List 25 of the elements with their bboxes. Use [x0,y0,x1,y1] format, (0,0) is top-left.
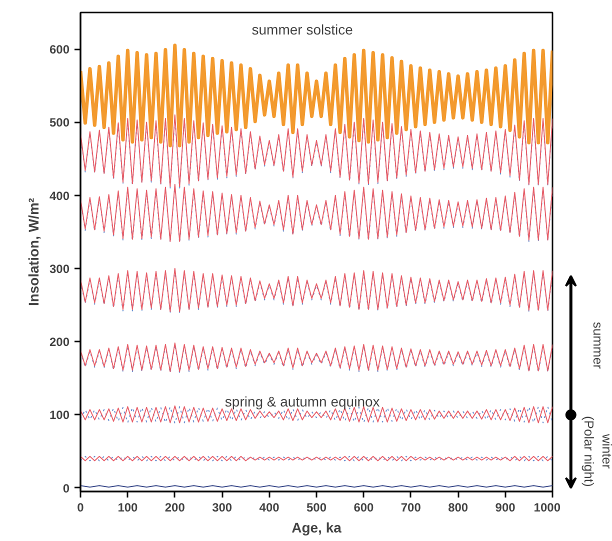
y-tick-label: 600 [49,42,70,57]
line-series [80,44,552,148]
y-axis-title: Insolation, W/m² [25,198,42,306]
annotation: spring & autumn equinox [224,393,380,410]
x-tick-label: 600 [354,500,374,514]
x-tick-label: 1000 [534,500,561,514]
x-tick-label: 400 [259,500,280,514]
x-tick-label: 100 [118,500,138,514]
y-tick-label: 0 [62,481,70,496]
y-tick-label: 500 [49,116,70,130]
x-tick-label: 700 [400,500,422,514]
y-tick-label: 300 [49,262,70,276]
y-tick-label: 400 [49,188,70,203]
x-tick-label: 500 [306,500,327,514]
x-axis-title: Age, ka [292,520,342,536]
annotation: summer solstice [252,21,354,38]
y-tick-label: 200 [49,335,70,350]
x-tick-label: 200 [164,500,186,514]
x-tick-label: 300 [212,500,232,514]
x-tick-label: 800 [448,500,468,514]
y-tick-label: 100 [49,408,70,422]
text: summer [590,322,606,370]
x-tick-label: 900 [495,500,516,514]
text: winter (Polar night) [581,416,612,487]
x-tick-label: 0 [77,500,84,514]
